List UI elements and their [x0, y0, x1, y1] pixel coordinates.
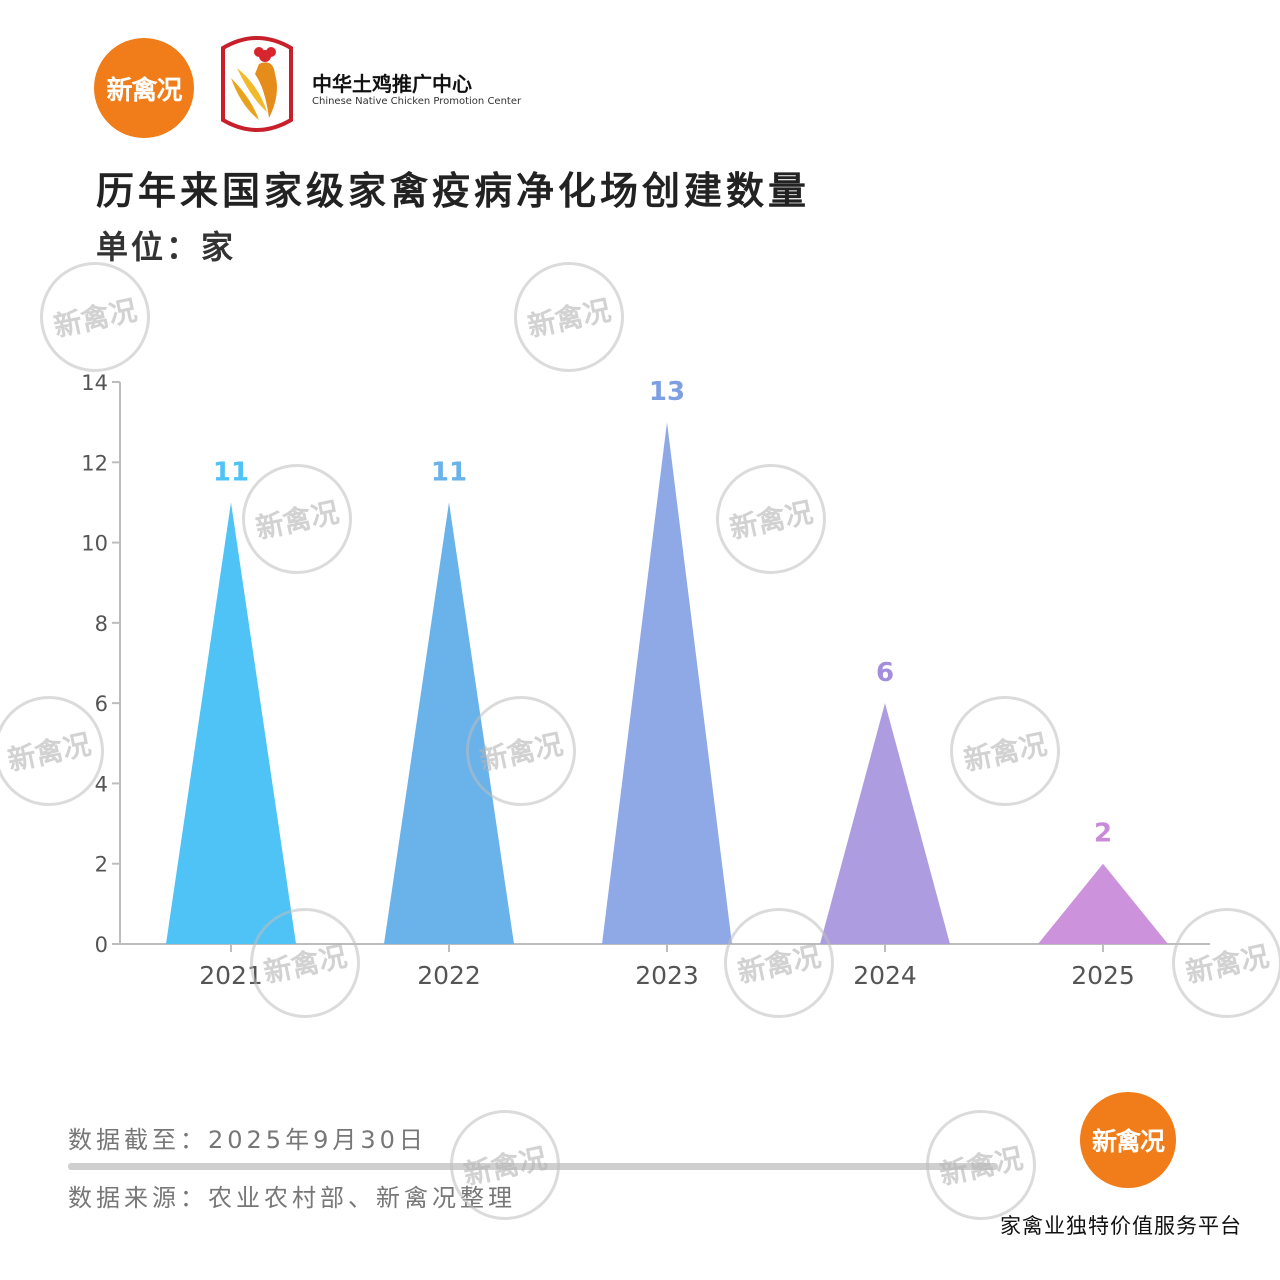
y-tick-label: 2 [95, 853, 108, 877]
x-tick-label: 2023 [635, 961, 699, 990]
x-tick-label: 2022 [417, 961, 481, 990]
chart-title: 历年来国家级家禽疫病净化场创建数量 [96, 169, 811, 213]
y-tick-label: 12 [81, 451, 108, 475]
org-name-en: Chinese Native Chicken Promotion Center [312, 96, 522, 107]
footer-logo: 新禽况 [1080, 1092, 1176, 1188]
y-tick-label: 8 [95, 612, 108, 636]
org-name-cn: 中华土鸡推广中心 [312, 72, 472, 96]
y-tick-label: 10 [81, 532, 108, 556]
bar-2023 [602, 422, 732, 945]
data-label: 11 [431, 457, 467, 487]
footer-date: 数据截至：2025年9月30日 [68, 1126, 427, 1154]
x-tick-label: 2024 [853, 961, 917, 990]
data-label: 11 [213, 457, 249, 487]
y-tick-label: 0 [95, 933, 108, 957]
x-tick-label: 2025 [1071, 961, 1135, 990]
x-tick-label: 2021 [199, 961, 263, 990]
data-label: 6 [876, 658, 894, 688]
data-label: 2 [1094, 819, 1112, 849]
chart-unit: 单位：家 [96, 228, 237, 266]
y-tick-label: 4 [95, 772, 108, 796]
data-label: 13 [649, 377, 685, 407]
bar-2022 [384, 502, 514, 944]
bar-2024 [820, 703, 950, 944]
bar-2025 [1038, 863, 1168, 944]
y-tick-label: 6 [95, 692, 108, 716]
footer-divider [68, 1163, 998, 1170]
footer-tagline: 家禽业独特价值服务平台 [1000, 1214, 1242, 1238]
y-tick-label: 14 [81, 371, 108, 395]
footer-source: 数据来源：农业农村部、新禽况整理 [68, 1184, 516, 1212]
rooster-logo-icon [221, 36, 293, 132]
brand-logo: 新禽况 [94, 38, 194, 138]
bar-2021 [166, 502, 296, 944]
